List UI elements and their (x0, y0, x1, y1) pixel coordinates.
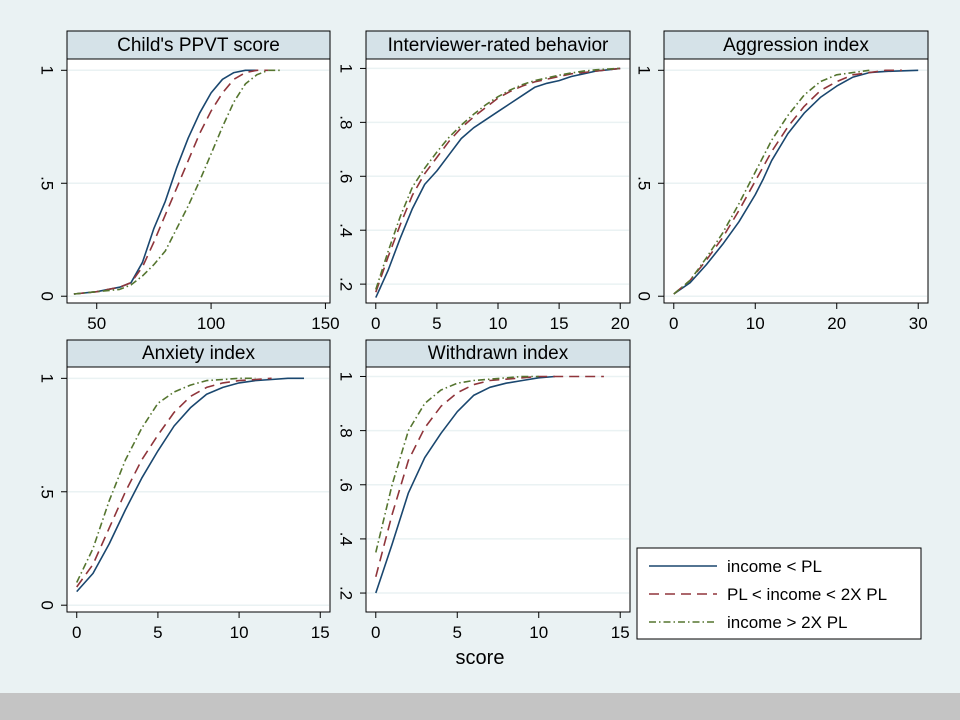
x-tick-label: 0 (72, 623, 81, 642)
x-tick-label: 15 (611, 623, 630, 642)
plot-area (663, 58, 929, 304)
series-line-income-pl (375, 67, 621, 298)
panel-title-strip (66, 339, 331, 368)
series-line-income-pl (673, 69, 919, 295)
legend-label: income > 2X PL (727, 613, 848, 632)
slide-bottom-stripe (0, 693, 960, 720)
series-line-income-2x-pl (375, 67, 621, 290)
x-tick-label: 0 (371, 314, 380, 333)
y-tick-label: 0 (38, 291, 57, 300)
x-tick-label: 10 (529, 623, 548, 642)
x-tick-label: 5 (453, 623, 462, 642)
y-tick-label: .5 (635, 176, 654, 190)
y-tick-label: .6 (337, 169, 356, 183)
y-tick-label: .2 (337, 586, 356, 600)
series-line-income-2x-pl (673, 69, 870, 295)
x-tick-label: 20 (827, 314, 846, 333)
y-tick-label: .4 (337, 532, 356, 546)
y-tick-label: .6 (337, 478, 356, 492)
x-tick-label: 10 (489, 314, 508, 333)
panel-title-strip (365, 30, 631, 60)
y-tick-label: .8 (337, 115, 356, 129)
y-tick-label: 1 (337, 372, 356, 381)
y-tick-label: 1 (635, 66, 654, 75)
plot-area (365, 366, 631, 613)
series-line-income-pl (375, 375, 556, 594)
series-line-income-2x-pl (375, 375, 539, 553)
series-line-income-pl (76, 377, 304, 593)
y-tick-label: .2 (337, 277, 356, 291)
plot-area (66, 58, 331, 304)
panel-2: Interviewer-rated behavior.2.4.6.810 5 10 1… (337, 30, 631, 333)
x-tick-label: 15 (550, 314, 569, 333)
x-tick-label: 0 (371, 623, 380, 642)
series-line-pl-income-2x-pl (375, 67, 621, 293)
series-line-pl-income-2x-pl (673, 69, 902, 295)
x-tick-label: 5 (153, 623, 162, 642)
series-line-pl-income-2x-pl (73, 69, 269, 295)
panel-title: Anxiety index (142, 343, 256, 364)
x-tick-label: 30 (909, 314, 928, 333)
series-line-pl-income-2x-pl (76, 377, 272, 588)
y-tick-label: 1 (38, 374, 57, 383)
y-tick-label: .8 (337, 424, 356, 438)
legend-label: PL < income < 2X PL (727, 585, 887, 604)
panel-title-strip (663, 30, 929, 60)
panel-title: Withdrawn index (428, 343, 569, 364)
panel-title: Interviewer-rated behavior (388, 35, 609, 56)
legend: income < PL PL < income < 2X PL income > 2… (636, 547, 922, 640)
x-tick-label: 10 (230, 623, 249, 642)
x-tick-label: 150 (311, 314, 339, 333)
y-tick-label: 0 (635, 291, 654, 300)
y-tick-label: 0 (38, 600, 57, 609)
y-tick-label: .4 (337, 223, 356, 237)
y-tick-label: .5 (38, 485, 57, 499)
x-tick-label: 20 (611, 314, 630, 333)
x-tick-label: 50 (87, 314, 106, 333)
x-tick-label: 100 (197, 314, 225, 333)
y-tick-label: .5 (38, 176, 57, 190)
panel-title-strip (365, 339, 631, 368)
x-tick-label: 5 (432, 314, 441, 333)
series-line-income-2x-pl (75, 377, 256, 583)
panel-title-strip (66, 30, 331, 60)
x-tick-label: 15 (311, 623, 330, 642)
plot-area (66, 366, 331, 613)
legend-label: income < PL (727, 557, 822, 576)
x-axis-label: score (456, 647, 505, 669)
series-line-income-2x-pl (73, 69, 280, 295)
x-tick-label: 0 (669, 314, 678, 333)
y-tick-label: 1 (337, 64, 356, 73)
plot-area (365, 58, 631, 304)
x-tick-label: 10 (746, 314, 765, 333)
panel-5: Withdrawn index.2.4.6.810 5 10 15 (337, 339, 631, 642)
panel-title: Child's PPVT score (117, 35, 280, 56)
panel-title: Aggression index (723, 35, 869, 56)
y-tick-label: 1 (38, 66, 57, 75)
